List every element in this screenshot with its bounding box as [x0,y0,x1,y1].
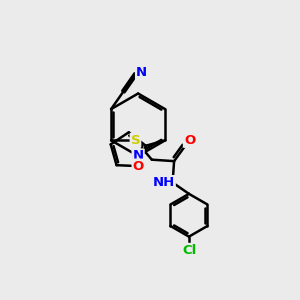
Text: O: O [133,160,144,172]
Text: Cl: Cl [182,244,197,257]
Text: N: N [136,66,147,79]
Text: S: S [130,134,140,147]
Text: N: N [133,149,144,162]
Text: O: O [184,134,195,147]
Text: NH: NH [153,176,175,189]
